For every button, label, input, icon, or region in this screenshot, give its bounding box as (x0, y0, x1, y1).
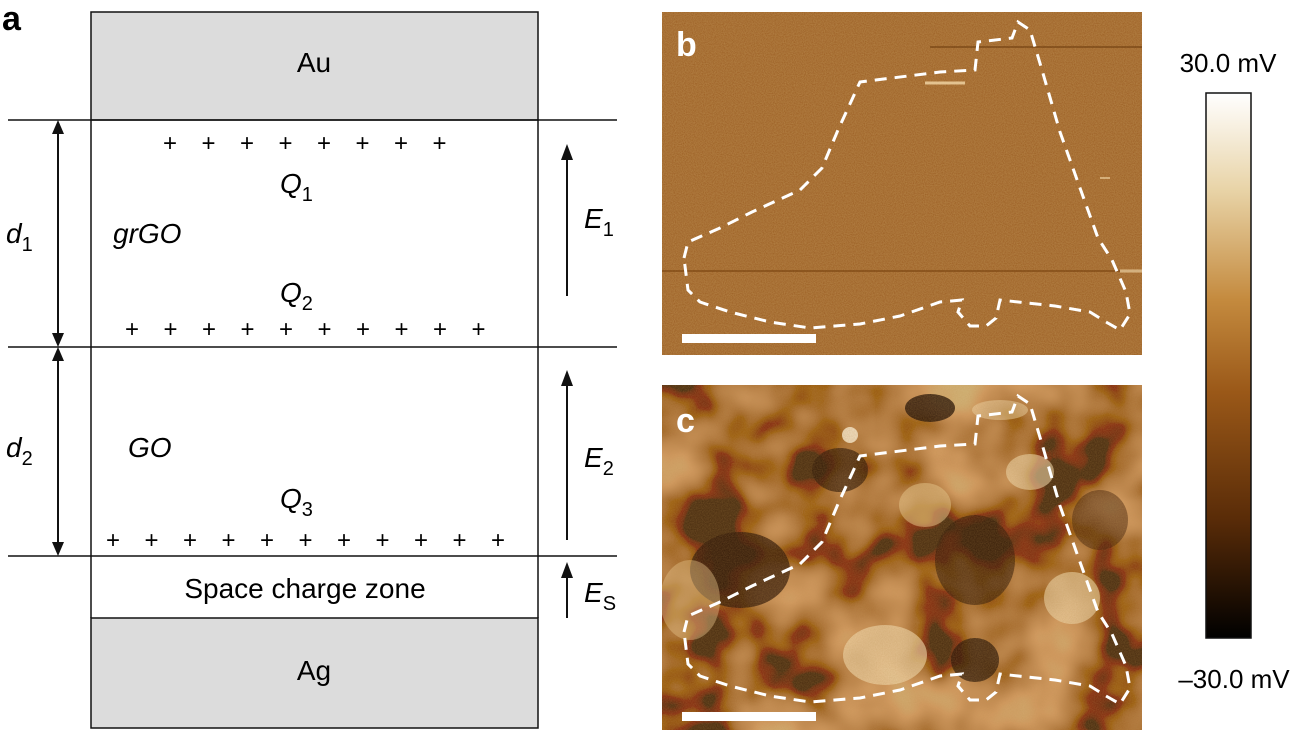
es-arrow (561, 562, 573, 618)
plus-charge: + (183, 527, 197, 554)
plus-charge: + (163, 130, 177, 157)
plus-charge: + (279, 316, 293, 343)
q2-label: Q2 (280, 277, 313, 315)
space-charge-label: Space charge zone (184, 573, 425, 604)
plus-charge: + (452, 527, 466, 554)
colorbar: 30.0 mV –30.0 mV (1178, 48, 1290, 694)
plus-charge: + (240, 316, 254, 343)
plus-charge: + (433, 316, 447, 343)
d1-arrow (52, 120, 64, 347)
plus-charge: + (317, 130, 331, 157)
d1-label: d1 (6, 218, 33, 256)
es-label: ES (584, 577, 616, 615)
e1-label: E1 (584, 203, 614, 241)
plus-charge: + (471, 316, 485, 343)
panel-b-afm-image: b (662, 12, 1142, 355)
plus-charge: + (375, 527, 389, 554)
ag-electrode (90, 617, 539, 729)
e2-label: E2 (584, 442, 614, 480)
flake-outline-b (682, 19, 1132, 333)
e2-arrow (561, 370, 573, 540)
plus-charge: + (317, 316, 331, 343)
plus-charge: + (163, 316, 177, 343)
plus-charge: + (337, 527, 351, 554)
panel-letter-a: a (2, 0, 22, 38)
d2-arrow (52, 347, 64, 556)
scale-bar-b (682, 334, 816, 343)
e1-arrow (561, 144, 573, 296)
plus-charge: + (201, 130, 215, 157)
panel-letter-c: c (676, 402, 695, 440)
plus-charge: + (202, 316, 216, 343)
colorbar-gradient (1205, 92, 1252, 639)
plus-charge: + (260, 527, 274, 554)
plus-charge: + (125, 316, 139, 343)
au-electrode (90, 11, 539, 121)
charge-row-q2: + + + + + + + + + + (125, 316, 486, 343)
plus-charge: + (394, 130, 408, 157)
colorbar-max-label: 30.0 mV (1180, 48, 1277, 78)
plus-charge: + (356, 316, 370, 343)
go-label: GO (128, 432, 172, 463)
plus-charge: + (298, 527, 312, 554)
plus-charge: + (144, 527, 158, 554)
au-label: Au (297, 47, 331, 78)
plus-charge: + (414, 527, 428, 554)
plus-charge: + (491, 527, 505, 554)
charge-row-q1: + + + + + + + + (163, 130, 447, 157)
ag-label: Ag (297, 655, 331, 686)
panel-a: a Au Ag Space charge zone + + + + + + + + + + + + +… (2, 0, 617, 729)
q1-label: Q1 (280, 168, 313, 206)
plus-charge: + (432, 130, 446, 157)
plus-charge: + (106, 527, 120, 554)
charge-row-q3: + + + + + + + + + + + (106, 527, 505, 554)
q3-label: Q3 (280, 483, 313, 521)
flake-outline-c (682, 393, 1132, 707)
plus-charge: + (355, 130, 369, 157)
plus-charge: + (394, 316, 408, 343)
plus-charge: + (221, 527, 235, 554)
plus-charge: + (240, 130, 254, 157)
panel-c-afm-image: c (662, 385, 1142, 730)
plus-charge: + (278, 130, 292, 157)
colorbar-min-label: –30.0 mV (1178, 664, 1290, 694)
grgo-label: grGO (113, 218, 181, 249)
scale-bar-c (682, 712, 816, 721)
d2-label: d2 (6, 432, 33, 470)
panel-letter-b: b (676, 26, 697, 64)
